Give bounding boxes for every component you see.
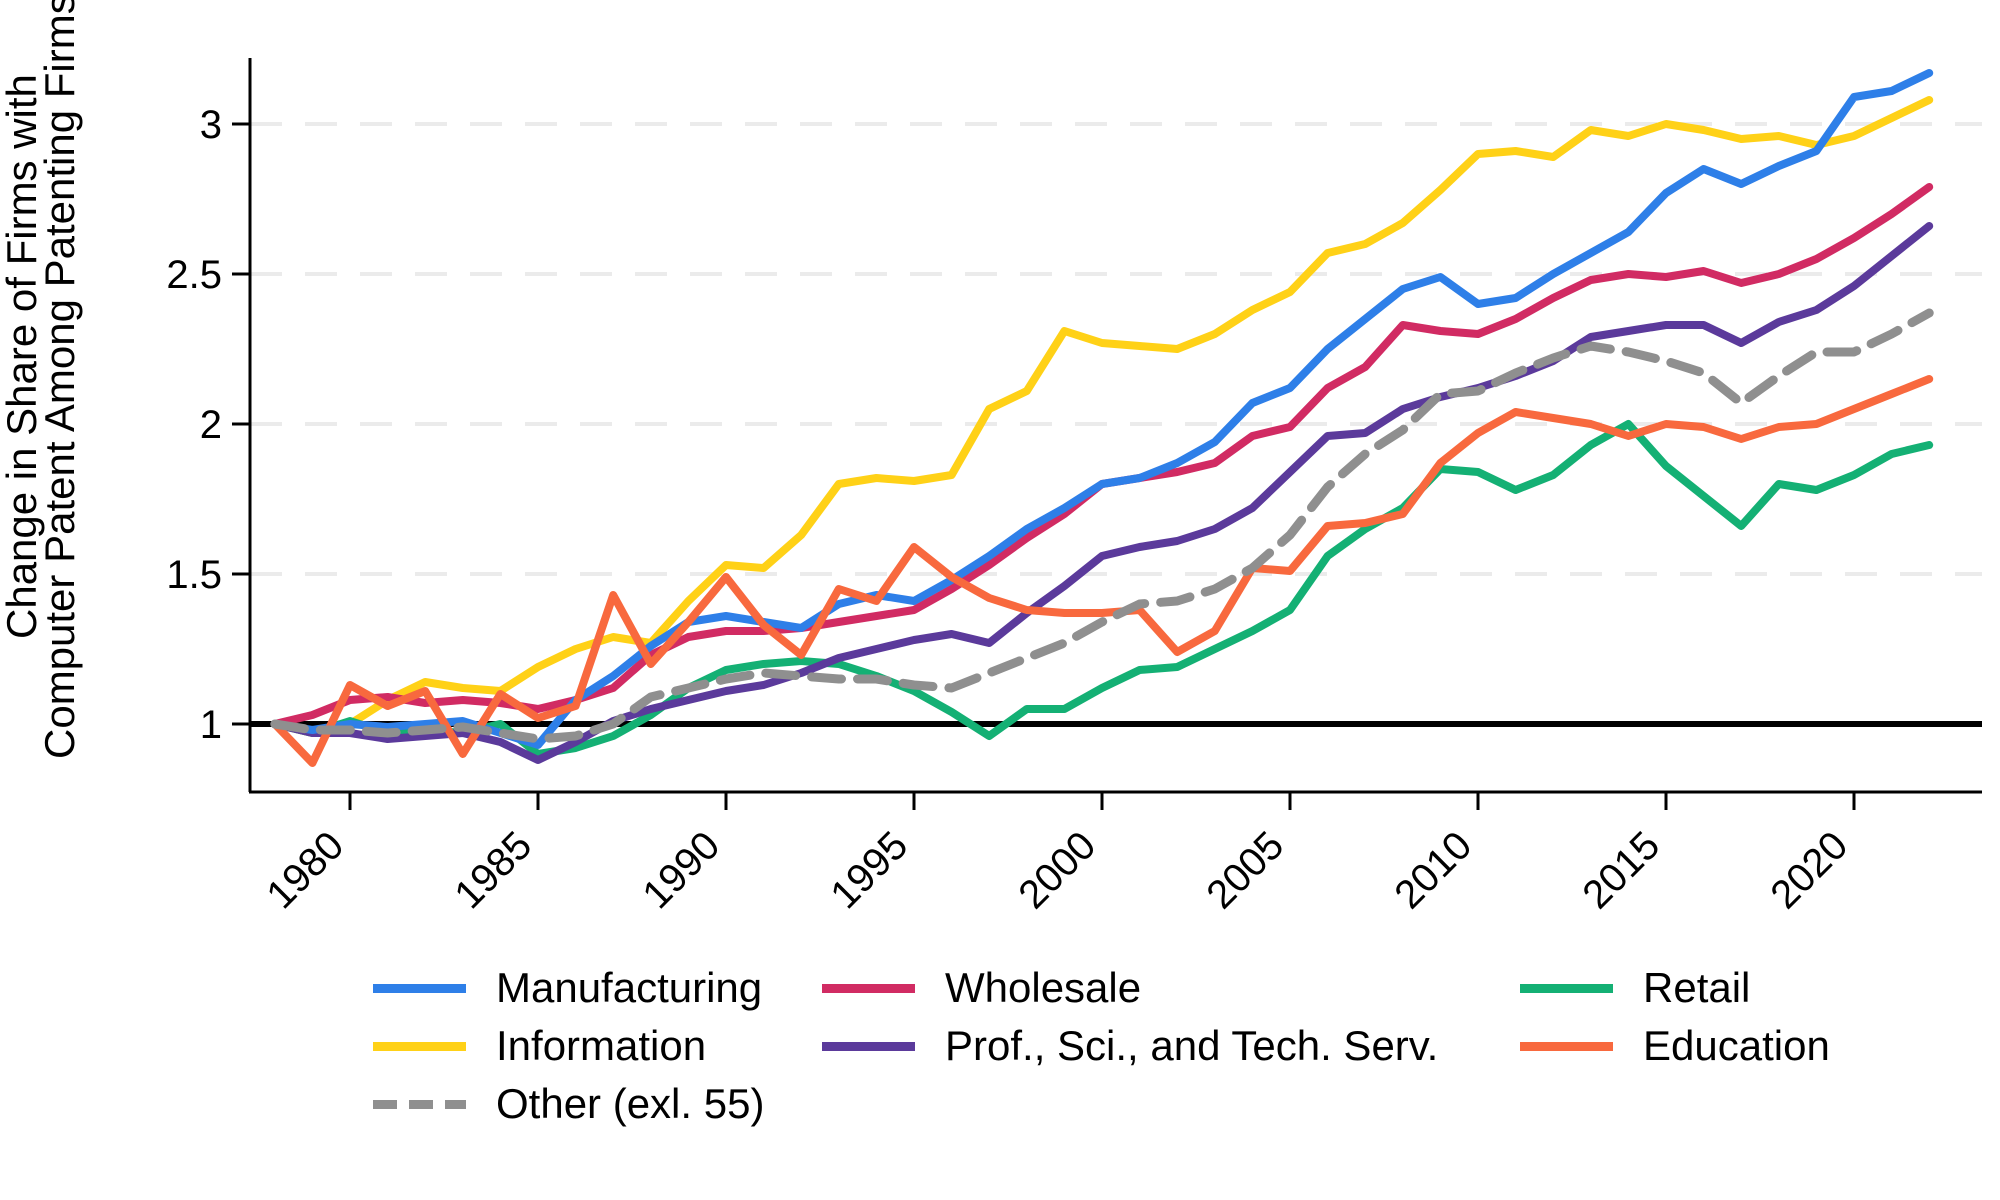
y-tick-label: 1 [200,703,222,747]
legend-column-3: Retail Education [1520,959,1830,1075]
other-dashed-line-swatch [373,1099,466,1109]
manufacturing-line-swatch [373,983,466,993]
y-tick-label: 1.5 [166,553,222,597]
x-tick-label: 1995 [822,823,916,917]
x-tick-label: 2010 [1386,823,1480,917]
series-line-prof-sci-and-tech-serv [270,222,1934,764]
education-line-swatch [1520,1041,1613,1051]
y-tick-label: 3 [200,103,222,147]
legend-label-prof-sci-tech: Prof., Sci., and Tech. Serv. [945,1022,1439,1069]
legend-label-other: Other (exl. 55) [496,1080,765,1127]
x-tick-label: 2005 [1198,823,1292,917]
x-tick-label: 2015 [1574,823,1668,917]
x-tick-label: 2000 [1010,823,1104,917]
legend-column-1: Manufacturing Information Other (exl. 55… [373,959,764,1133]
legend-label-education: Education [1643,1022,1830,1069]
y-tick-label: 2 [200,403,222,447]
legend-label-retail: Retail [1643,964,1751,1011]
legend-item-other: Other (exl. 55) [373,1075,764,1133]
legend-label-manufacturing: Manufacturing [496,964,763,1011]
wholesale-line-swatch [822,983,915,993]
series-line-wholesale [270,183,1934,728]
retail-line-swatch [1520,983,1613,993]
legend-item-manufacturing: Manufacturing [373,959,764,1017]
x-tick-label: 1980 [258,823,352,917]
y-axis-title-line2: Computer Patent Among Patenting Firms [36,0,83,759]
x-tick-label: 1985 [446,823,540,917]
series-line-information [270,96,1934,737]
legend-item-prof-sci-tech: Prof., Sci., and Tech. Serv. [822,1017,1438,1075]
prof-sci-tech-line-swatch [822,1041,915,1051]
series-line-manufacturing [270,69,1934,749]
legend-item-wholesale: Wholesale [822,959,1438,1017]
legend-label-information: Information [496,1022,707,1069]
legend-item-education: Education [1520,1017,1830,1075]
series-line-other-exl-55 [270,308,1934,744]
legend-item-retail: Retail [1520,959,1830,1017]
information-line-swatch [373,1041,466,1051]
legend-column-2: Wholesale Prof., Sci., and Tech. Serv. [822,959,1438,1075]
series-line-education [270,375,1934,767]
legend-item-information: Information [373,1017,764,1075]
x-tick-label: 2020 [1762,823,1856,917]
y-tick-label: 2.5 [166,253,222,297]
x-tick-label: 1990 [634,823,728,917]
legend-label-wholesale: Wholesale [945,964,1142,1011]
